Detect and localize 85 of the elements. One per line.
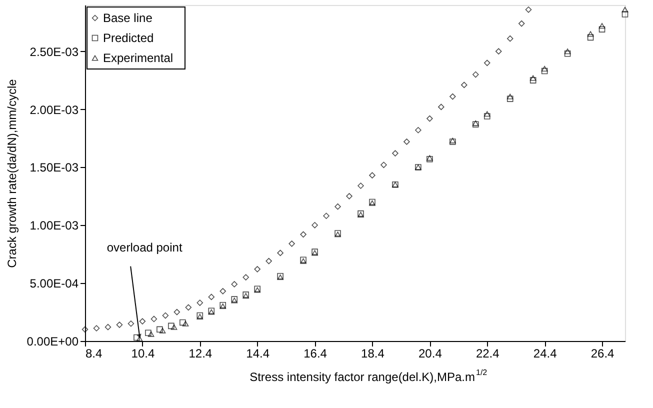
point [530,75,536,81]
point [150,316,158,322]
point [564,48,571,54]
point [208,294,215,300]
point [174,308,180,316]
x-tick-label: 14.4 [246,346,270,360]
point [346,193,352,200]
point [506,96,514,102]
x-tick-label: 16.4 [304,346,328,360]
point [426,115,433,122]
point [159,328,166,334]
point [128,320,134,327]
point [564,50,571,57]
point [156,326,163,333]
y-tick-label: 2.00E-03 [30,102,79,117]
point [518,20,525,27]
point [495,48,502,54]
y-tick-label: 1.00E-03 [30,218,79,233]
point [404,138,410,145]
x-tick-label: 10.4 [131,346,155,360]
point [472,71,479,78]
point [182,320,189,326]
point [450,93,456,100]
point [461,82,468,88]
point [312,222,318,228]
point [484,60,490,66]
point [525,6,532,13]
point [180,319,186,326]
point [380,162,387,168]
legend-label: Predicted [103,31,154,45]
point [104,324,112,330]
point [415,126,422,134]
point [196,300,204,306]
point [392,150,398,156]
point [254,266,260,272]
point [170,324,178,330]
point [598,26,606,32]
point [598,23,606,29]
y-axis-title: Crack growth rate(da/dN),mm/cycle [4,78,19,268]
point [506,35,514,42]
point [185,304,192,311]
x-tick-label: 8.4 [86,346,103,360]
point [587,34,594,41]
point [148,331,154,337]
point [266,258,272,264]
point [277,250,284,256]
y-tick-label: 2.50E-03 [30,44,79,59]
x-tick-label: 18.4 [361,346,385,360]
point [587,31,594,37]
annotation: overload point [106,240,183,254]
point [484,111,490,117]
x-tick-label: 22.4 [476,346,500,360]
point [622,6,628,12]
point [139,318,146,324]
point [145,330,152,336]
point [220,288,226,294]
point [277,274,284,280]
point [323,212,330,220]
point [334,203,341,210]
point [277,272,284,280]
point [438,104,444,110]
point [162,312,169,319]
point [484,113,490,120]
point [242,274,249,280]
point [231,281,238,288]
x-tick-label: 24.4 [533,346,558,360]
y-tick-label: 0.00E+00 [26,334,79,348]
point [369,172,376,178]
point [288,240,295,247]
point [622,11,628,18]
point [358,182,364,189]
point [168,322,174,330]
x-tick-label: 20.4 [418,346,442,360]
x-tick-label: 12.4 [188,346,212,360]
point [506,94,514,100]
point [541,66,548,72]
point [530,77,536,84]
y-tick-label: 1.50E-03 [30,160,79,175]
y-tick-label: 5.00E-04 [30,276,79,291]
x-tick-label: 26.4 [590,346,615,360]
legend-label: Base line [103,11,153,25]
point [134,334,140,341]
legend-label: Experimental [103,51,174,65]
point [541,68,548,74]
point [300,231,306,238]
